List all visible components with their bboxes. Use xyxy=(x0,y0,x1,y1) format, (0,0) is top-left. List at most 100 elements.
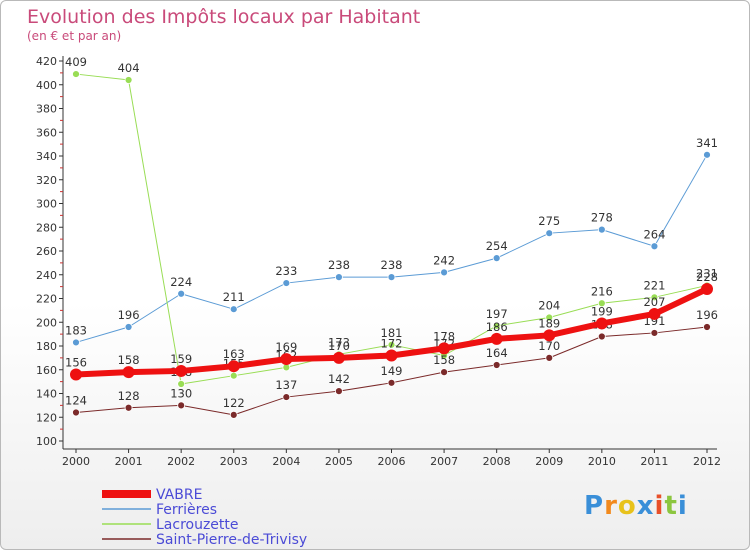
logo-letter: x xyxy=(636,491,655,521)
data-label-saint-pierre-de-trivisy: 124 xyxy=(65,394,87,408)
x-tick-label: 2008 xyxy=(483,455,511,468)
y-tick-label: 400 xyxy=(36,79,57,92)
data-point-vabre xyxy=(175,364,188,377)
data-label-saint-pierre-de-trivisy: 196 xyxy=(696,308,718,322)
legend-label-ferri-res: Ferrières xyxy=(156,502,217,518)
data-point-ferri-res xyxy=(492,254,501,263)
data-label-vabre: 228 xyxy=(696,270,718,284)
data-point-ferri-res xyxy=(545,229,554,238)
proxiti-logo: Proxiti xyxy=(584,491,688,521)
data-point-ferri-res xyxy=(72,338,80,347)
y-tick-label: 240 xyxy=(36,269,57,282)
data-label-vabre: 207 xyxy=(643,295,665,309)
logo-letter: P xyxy=(584,491,605,521)
x-tick-label: 2010 xyxy=(588,455,616,468)
data-point-saint-pierre-de-trivisy xyxy=(229,410,238,419)
data-point-vabre xyxy=(490,332,503,345)
data-point-saint-pierre-de-trivisy xyxy=(387,378,396,387)
chart-subtitle: (en € et par an) xyxy=(27,29,122,43)
data-point-saint-pierre-de-trivisy xyxy=(282,393,291,401)
data-point-lacrouzette xyxy=(124,76,133,84)
logo-letter: r xyxy=(604,491,618,521)
legend-label-vabre: VABRE xyxy=(156,487,202,503)
data-label-ferri-res: 183 xyxy=(65,323,87,337)
data-label-saint-pierre-de-trivisy: 130 xyxy=(170,386,192,400)
data-point-vabre xyxy=(332,351,345,364)
data-label-ferri-res: 238 xyxy=(328,258,350,272)
data-label-saint-pierre-de-trivisy: 122 xyxy=(223,396,245,410)
y-tick-label: 320 xyxy=(36,174,57,187)
data-point-ferri-res xyxy=(597,225,606,234)
chart-title: Evolution des Impôts locaux par Habitant xyxy=(27,6,421,28)
y-tick-label: 340 xyxy=(36,150,57,163)
data-label-vabre: 156 xyxy=(65,356,87,370)
y-tick-label: 260 xyxy=(36,245,57,258)
y-tick-label: 120 xyxy=(36,411,57,424)
x-tick-label: 2001 xyxy=(115,455,143,468)
data-label-vabre: 189 xyxy=(538,316,560,330)
y-tick-label: 300 xyxy=(36,198,57,211)
data-point-ferri-res xyxy=(124,323,133,331)
data-label-saint-pierre-de-trivisy: 128 xyxy=(118,389,140,403)
data-label-lacrouzette: 231 xyxy=(696,266,718,280)
logo-letter: i xyxy=(654,491,665,521)
data-point-saint-pierre-de-trivisy xyxy=(650,329,659,337)
data-label-lacrouzette: 173 xyxy=(328,335,350,349)
data-label-saint-pierre-de-trivisy: 142 xyxy=(328,372,350,386)
data-label-saint-pierre-de-trivisy: 164 xyxy=(486,346,508,360)
data-point-ferri-res xyxy=(335,273,343,282)
data-label-lacrouzette: 221 xyxy=(643,278,665,292)
data-point-lacrouzette xyxy=(545,313,554,322)
data-point-lacrouzette xyxy=(492,321,501,330)
data-point-saint-pierre-de-trivisy xyxy=(703,323,711,331)
y-tick-label: 200 xyxy=(36,316,57,329)
data-point-vabre xyxy=(70,368,82,381)
data-label-ferri-res: 341 xyxy=(696,136,718,150)
data-label-ferri-res: 196 xyxy=(118,308,140,322)
y-tick-label: 180 xyxy=(36,340,57,353)
legend-label-lacrouzette: Lacrouzette xyxy=(156,517,239,533)
x-tick-label: 2009 xyxy=(535,455,563,468)
data-label-lacrouzette: 404 xyxy=(118,61,140,75)
logo-letter: i xyxy=(677,491,688,521)
y-tick-label: 280 xyxy=(36,221,57,234)
data-label-ferri-res: 211 xyxy=(223,290,245,304)
data-label-lacrouzette: 197 xyxy=(486,307,508,321)
x-tick-label: 2005 xyxy=(325,455,353,468)
x-tick-label: 2000 xyxy=(62,455,90,468)
data-label-vabre: 178 xyxy=(433,329,455,343)
data-point-lacrouzette xyxy=(387,340,396,349)
data-point-saint-pierre-de-trivisy xyxy=(492,361,501,369)
data-point-lacrouzette xyxy=(72,70,80,78)
y-tick-label: 140 xyxy=(36,388,57,401)
data-label-vabre: 159 xyxy=(170,352,192,366)
data-point-vabre xyxy=(701,283,713,295)
data-label-ferri-res: 254 xyxy=(486,239,508,253)
y-tick-label: 160 xyxy=(36,364,57,377)
data-label-ferri-res: 275 xyxy=(538,214,560,228)
y-tick-label: 360 xyxy=(36,126,57,139)
data-label-vabre: 158 xyxy=(118,353,140,367)
data-point-vabre xyxy=(648,307,661,320)
data-label-ferri-res: 264 xyxy=(643,227,665,241)
data-point-lacrouzette xyxy=(229,371,238,380)
data-point-vabre xyxy=(122,366,135,379)
data-point-ferri-res xyxy=(440,268,448,277)
data-label-ferri-res: 242 xyxy=(433,253,455,267)
x-tick-label: 2003 xyxy=(220,455,248,468)
data-label-ferri-res: 224 xyxy=(170,275,192,289)
data-point-ferri-res xyxy=(387,273,396,282)
data-point-ferri-res xyxy=(703,150,711,159)
y-tick-label: 220 xyxy=(36,293,57,306)
x-tick-label: 2006 xyxy=(378,455,406,468)
data-label-lacrouzette: 409 xyxy=(65,55,87,69)
y-tick-label: 420 xyxy=(36,55,57,68)
data-point-ferri-res xyxy=(650,242,659,251)
data-point-saint-pierre-de-trivisy xyxy=(177,401,186,410)
data-label-vabre: 186 xyxy=(486,320,508,334)
data-point-vabre xyxy=(280,353,293,366)
data-label-saint-pierre-de-trivisy: 137 xyxy=(275,378,297,392)
data-point-saint-pierre-de-trivisy xyxy=(335,387,343,396)
data-point-saint-pierre-de-trivisy xyxy=(72,408,80,417)
